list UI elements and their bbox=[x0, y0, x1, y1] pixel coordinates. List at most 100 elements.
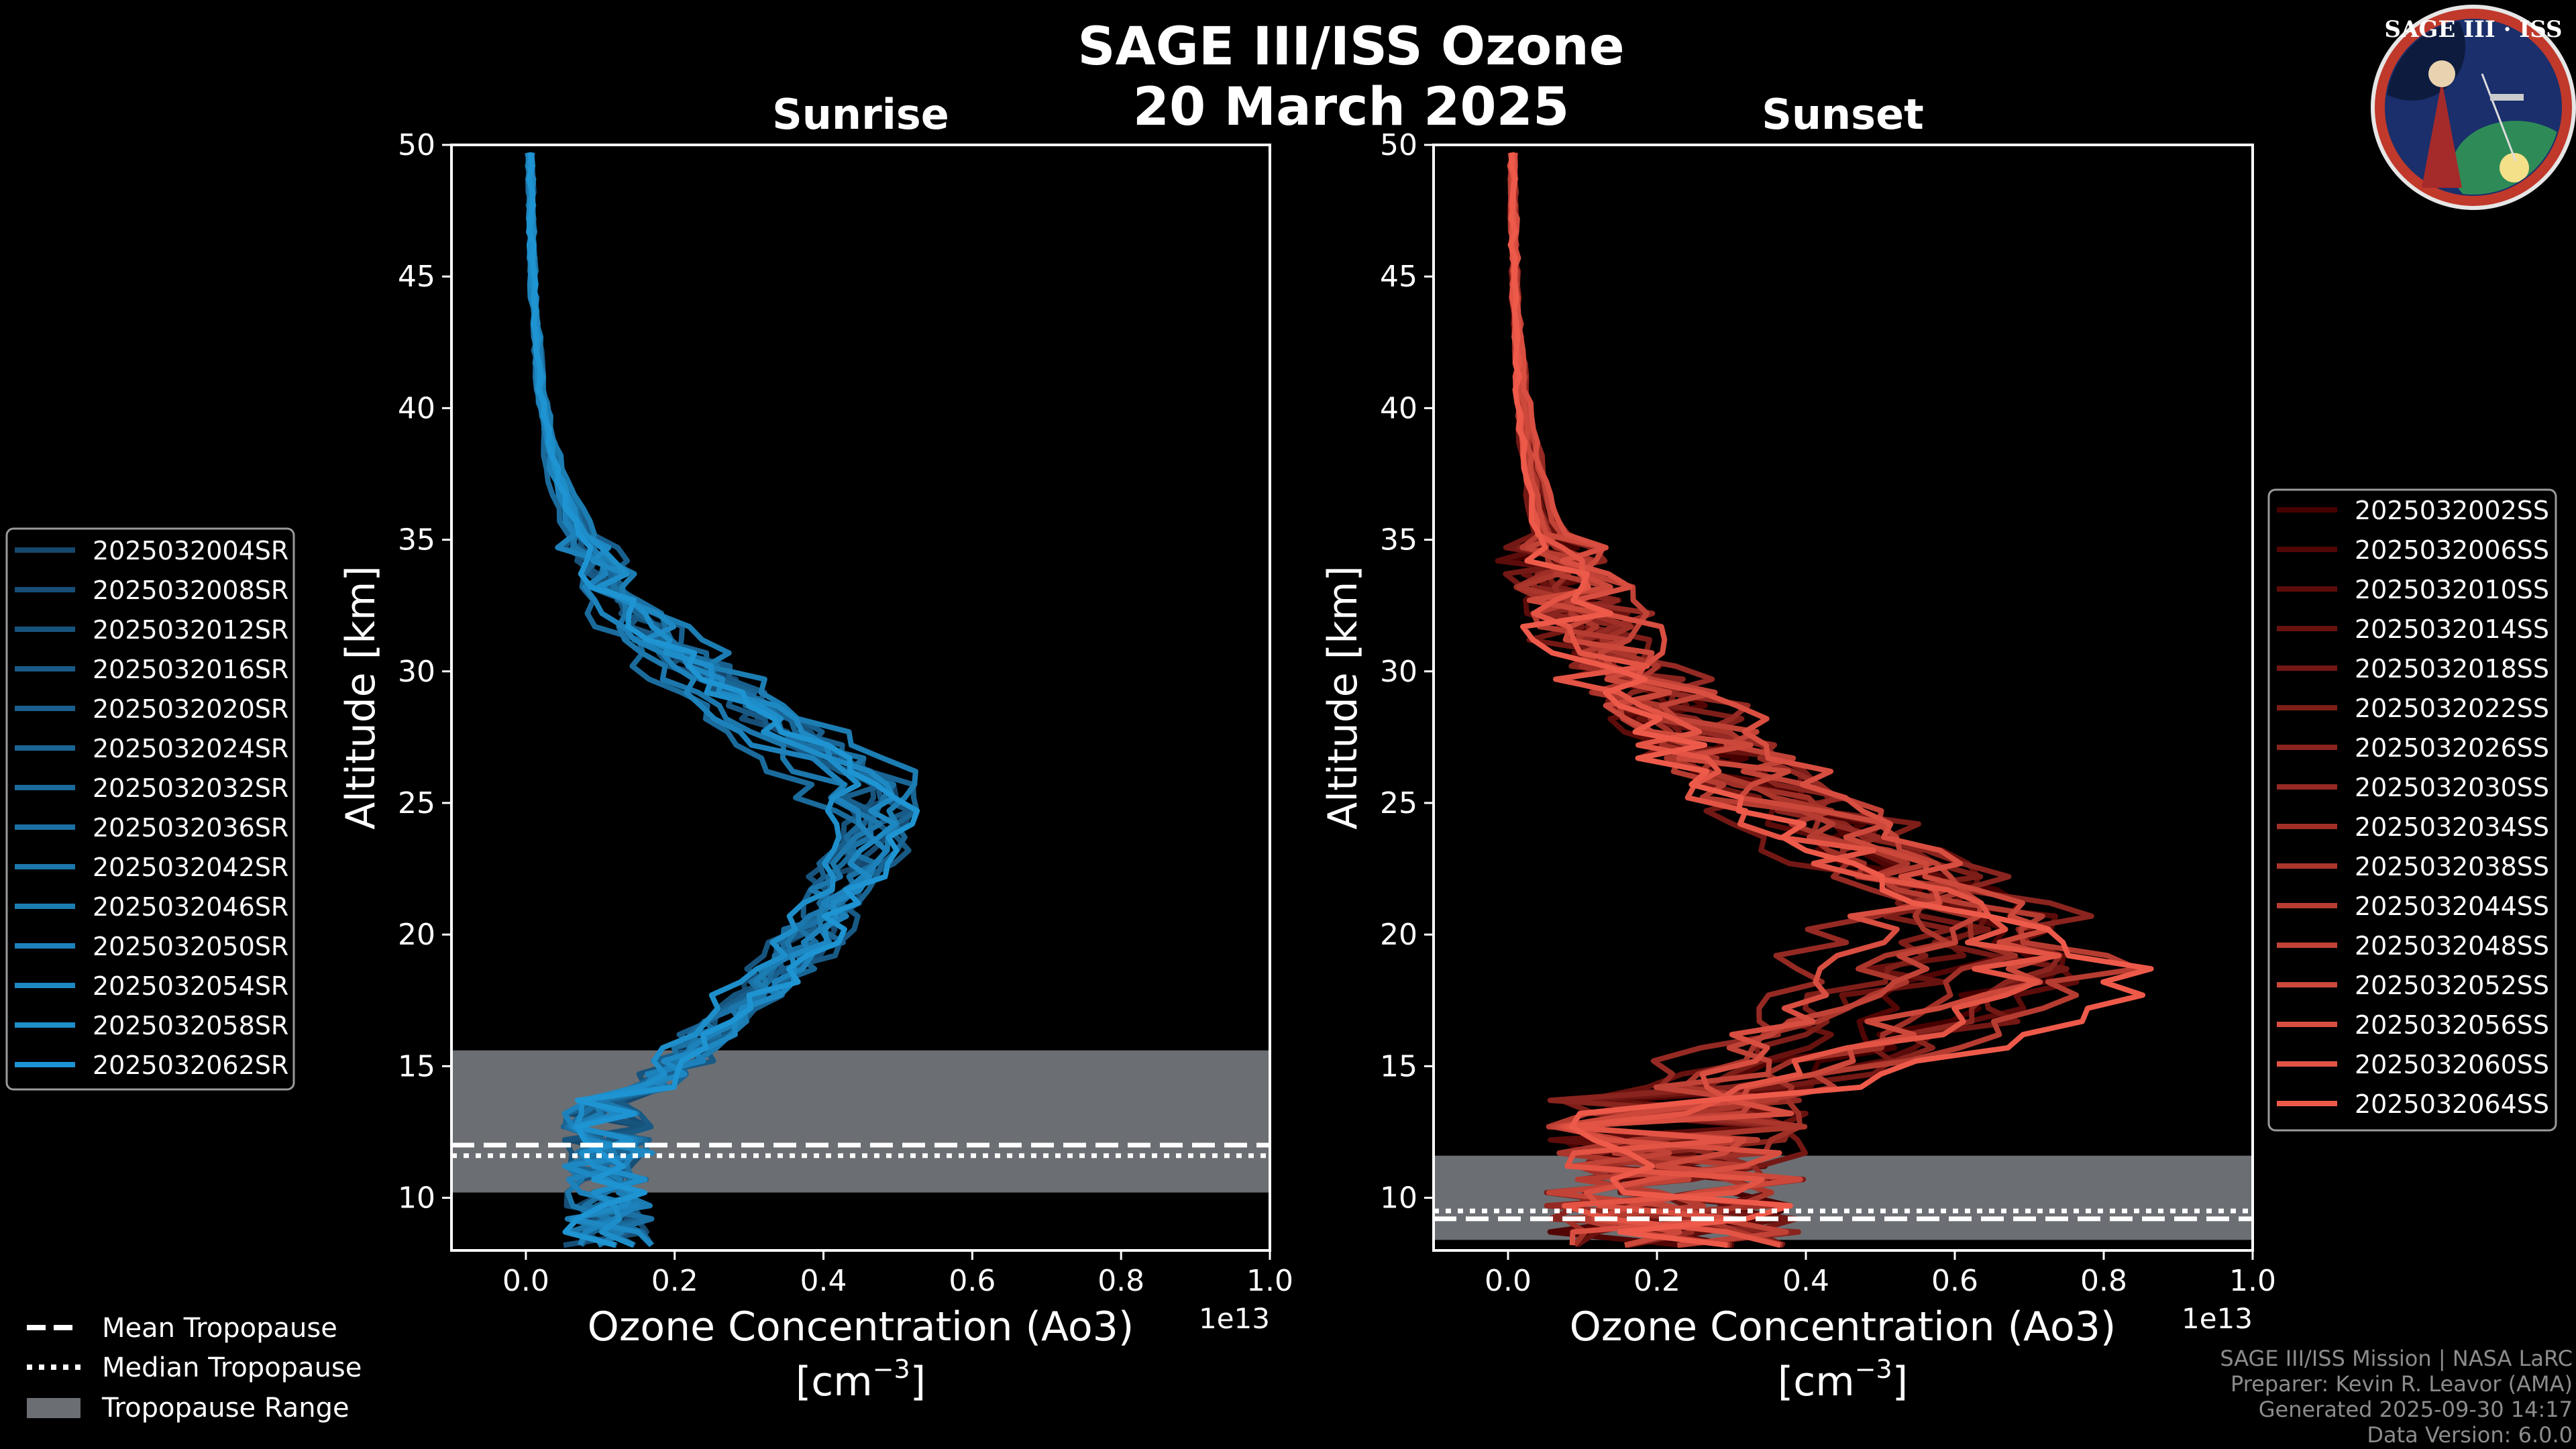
sunset-legend-label: 2025032014SS bbox=[2355, 614, 2549, 644]
sunset-profiles bbox=[1495, 152, 2154, 1248]
sunset-xtick-label: 0.0 bbox=[1485, 1264, 1532, 1298]
sunset-profile-2025032048SS bbox=[1508, 152, 1984, 1248]
sunset-x-axis-unit: [cm−3] bbox=[1778, 1354, 1908, 1405]
sunrise-axis-ticks: 0.0 0.2 0.4 0.6 0.8 1.0 10 15 20 25 30 35 40 45 50 bbox=[398, 128, 1293, 1298]
sunset-plot-frame bbox=[1432, 144, 2254, 1252]
sunrise-ytick-label: 20 bbox=[398, 918, 435, 952]
sunrise-tropopause-lines bbox=[451, 1142, 1270, 1159]
sunrise-panel: Sunrise 0.0 0.2 0.4 0.6 0.8 1.0 10 15 20 25 30 35 40… bbox=[337, 90, 1293, 1405]
sunset-ytick-label: 35 bbox=[1380, 523, 1417, 557]
sunset-xtick-label: 0.2 bbox=[1633, 1264, 1680, 1298]
sunrise-ytick-label: 50 bbox=[398, 128, 435, 162]
sunset-panel: Sunset 0.0 0.2 0.4 0.6 0.8 1.0 10 15 20 25 30 35 40 4… bbox=[1320, 90, 2276, 1405]
sunset-y-axis-label: Altitude [km] bbox=[1320, 566, 1366, 830]
sunset-legend-label: 2025032022SS bbox=[2355, 694, 2549, 723]
sunset-legend-label: 2025032056SS bbox=[2355, 1010, 2549, 1040]
sunset-legend-label: 2025032048SS bbox=[2355, 931, 2549, 961]
sunset-legend-label: 2025032006SS bbox=[2355, 535, 2549, 565]
sunrise-ytick-label: 45 bbox=[398, 260, 435, 294]
sunset-ytick-label: 50 bbox=[1380, 128, 1417, 162]
sunrise-xtick-label: 0.0 bbox=[502, 1264, 549, 1298]
sunset-legend-label: 2025032030SS bbox=[2355, 773, 2549, 802]
sunrise-panel-title: Sunrise bbox=[772, 90, 949, 139]
sunrise-xtick-label: 0.2 bbox=[651, 1264, 698, 1298]
sunrise-xtick-label: 0.4 bbox=[800, 1264, 847, 1298]
mean-tropopause-legend-label: Mean Tropopause bbox=[102, 1313, 337, 1344]
sunrise-legend-label: 2025032012SR bbox=[93, 615, 288, 645]
sunrise-legend-box bbox=[5, 527, 295, 1091]
footer-credits: SAGE III/ISS Mission | NASA LaRC Prepare… bbox=[2220, 1346, 2573, 1448]
sunset-xtick-label: 0.6 bbox=[1931, 1264, 1978, 1298]
sunset-tropopause-layer bbox=[1434, 1155, 2253, 1240]
sunrise-legend-label: 2025032062SR bbox=[93, 1051, 288, 1080]
footer-line-preparer: Preparer: Kevin R. Leavor (AMA) bbox=[2231, 1371, 2573, 1397]
sunset-legend-label: 2025032018SS bbox=[2355, 654, 2549, 684]
sunrise-legend-label: 2025032024SR bbox=[93, 734, 288, 763]
sunset-ytick-label: 10 bbox=[1380, 1181, 1417, 1216]
sunset-xtick-label: 0.4 bbox=[1782, 1264, 1829, 1298]
sunset-legend-label: 2025032052SS bbox=[2355, 971, 2549, 1000]
footer-line-generated: Generated 2025-09-30 14:17 bbox=[2259, 1397, 2573, 1422]
sunrise-legend-label: 2025032008SR bbox=[93, 576, 288, 605]
figure-title-line1: SAGE III/ISS Ozone bbox=[1077, 17, 1624, 77]
sunrise-x-axis-label: Ozone Concentration (Ao3) bbox=[588, 1303, 1134, 1350]
sunrise-legend-label: 2025032016SR bbox=[93, 655, 288, 684]
sunset-legend-label: 2025032010SS bbox=[2355, 575, 2549, 604]
sunrise-legend-label: 2025032004SR bbox=[93, 536, 288, 566]
sunrise-y-axis-label: Altitude [km] bbox=[337, 566, 384, 830]
sunrise-legend-label: 2025032042SR bbox=[93, 853, 288, 882]
sunrise-ytick-label: 15 bbox=[398, 1049, 435, 1083]
sunset-profile-2025032060SS bbox=[1509, 152, 2061, 1248]
sunrise-xtick-label: 0.6 bbox=[949, 1264, 996, 1298]
sunset-legend-label: 2025032038SS bbox=[2355, 852, 2549, 881]
sunrise-xoffset-label: 1e13 bbox=[1199, 1302, 1270, 1335]
tropopause-range-legend-label: Tropopause Range bbox=[101, 1393, 350, 1424]
sunset-profile-2025032022SS bbox=[1509, 152, 1984, 1248]
sunrise-legend-label: 2025032046SR bbox=[93, 892, 288, 922]
sunrise-ytick-label: 10 bbox=[398, 1181, 435, 1216]
sunset-xtick-label: 0.8 bbox=[2080, 1264, 2127, 1298]
sunset-legend-label: 2025032060SS bbox=[2355, 1050, 2549, 1079]
sunset-ytick-label: 25 bbox=[1380, 786, 1417, 820]
sunset-legend-label: 2025032002SS bbox=[2355, 496, 2549, 525]
sunset-profile-2025032038SS bbox=[1507, 152, 1974, 1248]
sunset-profile-2025032044SS bbox=[1507, 152, 2140, 1248]
logo-top-text: SAGE III · ISS bbox=[2384, 16, 2562, 43]
sunrise-xtick-label: 0.8 bbox=[1097, 1264, 1144, 1298]
sunset-legend-label: 2025032044SS bbox=[2355, 892, 2549, 921]
sunrise-legend-label: 2025032036SR bbox=[93, 813, 288, 843]
sunrise-legend-label: 2025032032SR bbox=[93, 773, 288, 803]
figure-title-line2: 20 March 2025 bbox=[1133, 77, 1569, 138]
sunrise-legend: 2025032004SR 2025032008SR 2025032012SR 2025… bbox=[5, 527, 295, 1091]
sunrise-profile-2025032062SR bbox=[526, 152, 920, 1248]
footer-line-mission: SAGE III/ISS Mission | NASA LaRC bbox=[2220, 1346, 2573, 1371]
sunrise-legend-label: 2025032050SR bbox=[93, 932, 288, 961]
sunset-x-axis-label: Ozone Concentration (Ao3) bbox=[1570, 1303, 2116, 1350]
footer-line-version: Data Version: 6.0.0 bbox=[2367, 1422, 2573, 1448]
sunset-tropopause-lines bbox=[1434, 1208, 2253, 1222]
sunrise-ytick-label: 35 bbox=[398, 523, 435, 557]
sunset-ytick-label: 20 bbox=[1380, 918, 1417, 952]
sunrise-legend-label: 2025032020SR bbox=[93, 694, 288, 724]
sunset-legend-label: 2025032034SS bbox=[2355, 812, 2549, 842]
sunset-profile-2025032052SS bbox=[1507, 152, 2057, 1248]
sunset-ytick-label: 15 bbox=[1380, 1049, 1417, 1083]
median-tropopause-legend-label: Median Tropopause bbox=[102, 1352, 362, 1383]
tropopause-legend: Mean Tropopause Median Tropopause Tropop… bbox=[27, 1313, 362, 1424]
sunset-profile-2025032064SS bbox=[1507, 152, 2154, 1248]
sunrise-ytick-label: 25 bbox=[398, 786, 435, 820]
sunrise-legend-label: 2025032054SR bbox=[93, 971, 288, 1001]
sunrise-xtick-label: 1.0 bbox=[1246, 1264, 1293, 1298]
sunrise-ytick-label: 40 bbox=[398, 391, 435, 425]
sunset-ytick-label: 45 bbox=[1380, 260, 1417, 294]
sunset-axis-ticks: 0.0 0.2 0.4 0.6 0.8 1.0 10 15 20 25 30 35 40 45 50 bbox=[1380, 128, 2276, 1298]
sunset-panel-title: Sunset bbox=[1762, 90, 1924, 139]
sunset-profile-2025032014SS bbox=[1507, 152, 1989, 1248]
sunset-xoffset-label: 1e13 bbox=[2182, 1302, 2253, 1335]
sunset-legend-box bbox=[2267, 488, 2557, 1132]
sunset-legend: 2025032002SS 2025032006SS 2025032010SS 2025… bbox=[2267, 488, 2557, 1132]
sunset-ytick-label: 40 bbox=[1380, 391, 1417, 425]
sage-iii-iss-logo: SAGE III · ISS bbox=[2371, 5, 2576, 210]
sunset-legend-label: 2025032026SS bbox=[2355, 733, 2549, 763]
